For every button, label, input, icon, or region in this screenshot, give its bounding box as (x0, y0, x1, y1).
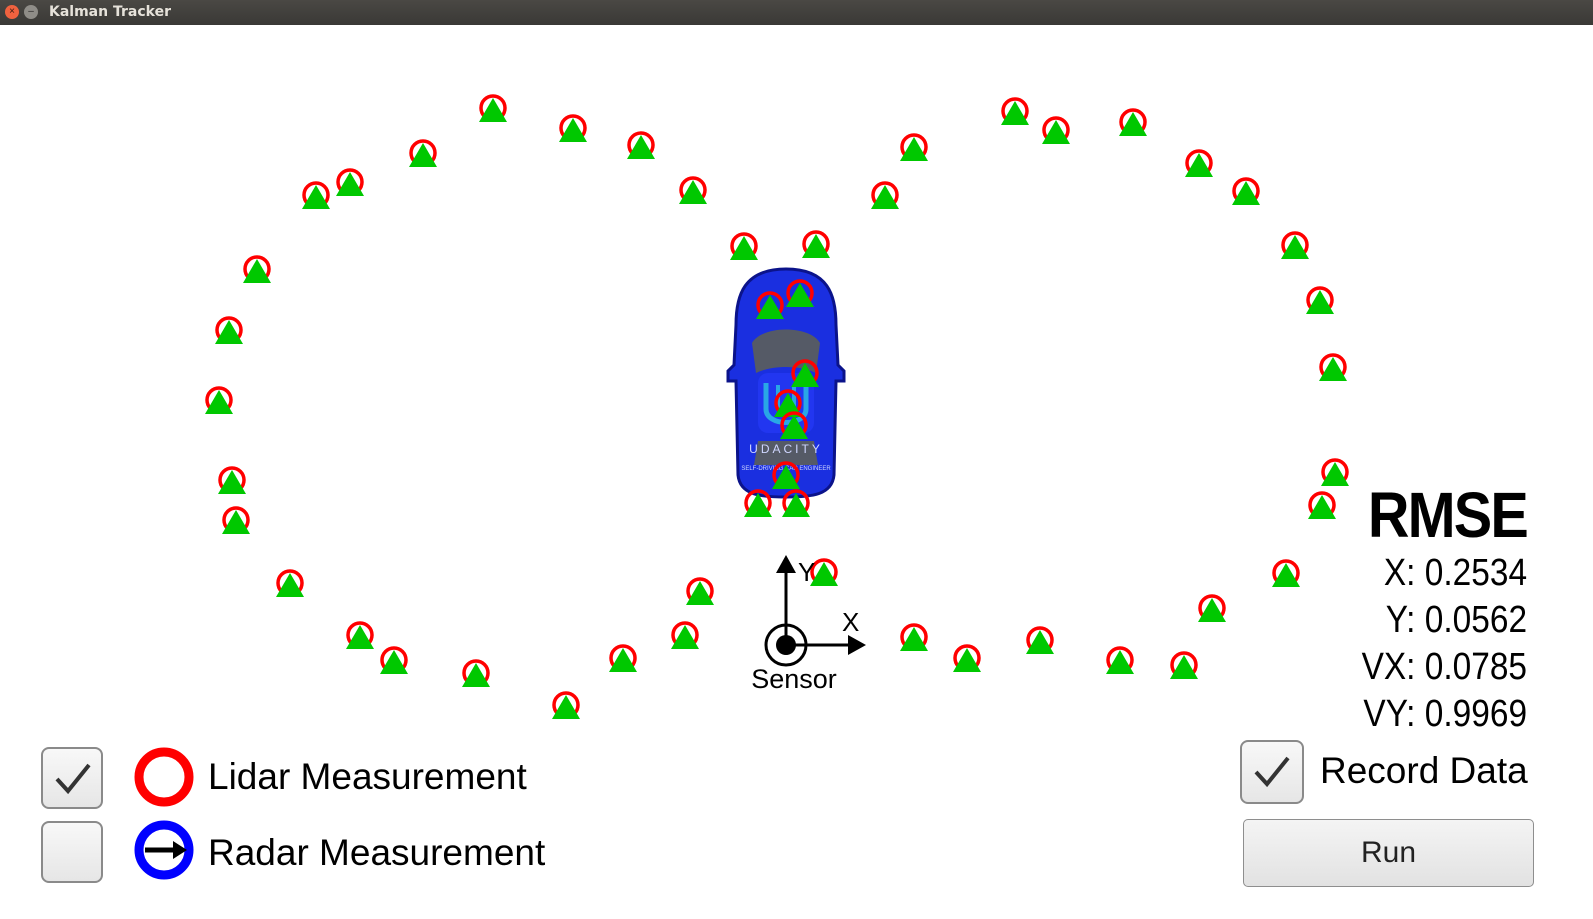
estimate-marker (479, 98, 507, 122)
estimate-marker (1119, 112, 1147, 136)
lidar-label: Lidar Measurement (208, 756, 527, 797)
radar-marker-icon (134, 820, 194, 880)
estimate-marker (336, 172, 364, 196)
minimize-icon[interactable]: – (24, 5, 38, 19)
tracking-canvas: UDACITY SELF-DRIVING CAR ENGINEER Y X Se… (205, 94, 1349, 719)
estimate-marker (774, 393, 802, 417)
estimate-marker (627, 135, 655, 159)
estimate-marker (380, 650, 408, 674)
sensor-dot-icon (776, 635, 796, 655)
estimate-marker (772, 465, 800, 489)
estimate-marker (786, 283, 814, 307)
estimate-marker (802, 234, 830, 258)
estimate-marker (791, 363, 819, 387)
estimate-marker (871, 185, 899, 209)
checkmark-icon (1254, 756, 1290, 788)
estimate-marker (559, 118, 587, 142)
estimate-marker (744, 493, 772, 517)
lidar-marker-icon (134, 747, 194, 807)
estimate-marker (609, 648, 637, 672)
estimate-marker (810, 562, 838, 586)
y-axis-arrow-icon (776, 555, 796, 573)
estimate-marker (1026, 630, 1054, 654)
estimate-marker (222, 510, 250, 534)
estimate-marker (552, 695, 580, 719)
estimate-marker (1198, 598, 1226, 622)
rmse-y: Y: 0.0562 (1385, 599, 1527, 641)
x-axis-arrow-icon (848, 635, 866, 655)
radar-checkbox[interactable] (41, 821, 103, 883)
record-data-label: Record Data (1320, 750, 1528, 791)
estimate-marker (679, 180, 707, 204)
estimate-marker (1306, 290, 1334, 314)
estimate-marker (1042, 120, 1070, 144)
estimate-marker (243, 259, 271, 283)
axis-x-label: X (842, 607, 859, 637)
estimate-marker (953, 648, 981, 672)
sensor-axes: Y X Sensor (751, 555, 866, 694)
estimate-marker (462, 663, 490, 687)
close-icon[interactable]: × (5, 5, 19, 19)
record-data-checkbox[interactable] (1240, 740, 1304, 804)
estimate-marker (1321, 462, 1349, 486)
radar-label: Radar Measurement (208, 832, 546, 873)
estimate-marker (409, 143, 437, 167)
estimate-marker (1308, 495, 1336, 519)
car-brand-text: UDACITY (749, 442, 823, 456)
window-title: Kalman Tracker (49, 4, 171, 20)
estimate-marker (1281, 235, 1309, 259)
estimate-marker (218, 470, 246, 494)
estimate-marker (686, 581, 714, 605)
estimate-marker (205, 390, 233, 414)
estimate-marker (1232, 181, 1260, 205)
estimate-marker (1170, 655, 1198, 679)
axis-y-label: Y (798, 557, 815, 587)
estimate-marker (1319, 357, 1347, 381)
estimate-marker (302, 185, 330, 209)
estimate-marker (900, 137, 928, 161)
measurement-markers (205, 94, 1349, 719)
checkmark-icon (55, 763, 91, 795)
rmse-vy: VY: 0.9969 (1363, 693, 1527, 735)
estimate-marker (346, 625, 374, 649)
estimate-marker (215, 320, 243, 344)
estimate-marker (756, 295, 784, 319)
estimate-marker (782, 493, 810, 517)
estimate-marker (1272, 563, 1300, 587)
estimate-marker (900, 627, 928, 651)
sensor-label: Sensor (751, 664, 837, 694)
rmse-panel: RMSE X: 0.2534 Y: 0.0562 VX: 0.0785 VY: … (1339, 479, 1529, 738)
run-button[interactable]: Run (1243, 819, 1534, 887)
lidar-checkbox[interactable] (41, 747, 103, 809)
estimate-marker (730, 236, 758, 260)
rmse-vx: VX: 0.0785 (1361, 646, 1527, 688)
estimate-marker (780, 415, 808, 439)
estimate-marker (671, 625, 699, 649)
estimate-marker (276, 573, 304, 597)
estimate-marker (1185, 153, 1213, 177)
rmse-x: X: 0.2534 (1383, 552, 1527, 594)
sensor-ring-icon (764, 623, 808, 667)
title-bar: × – Kalman Tracker (0, 0, 1593, 25)
estimate-marker (1106, 650, 1134, 674)
estimate-marker (1001, 101, 1029, 125)
rmse-title: RMSE (1367, 479, 1529, 551)
